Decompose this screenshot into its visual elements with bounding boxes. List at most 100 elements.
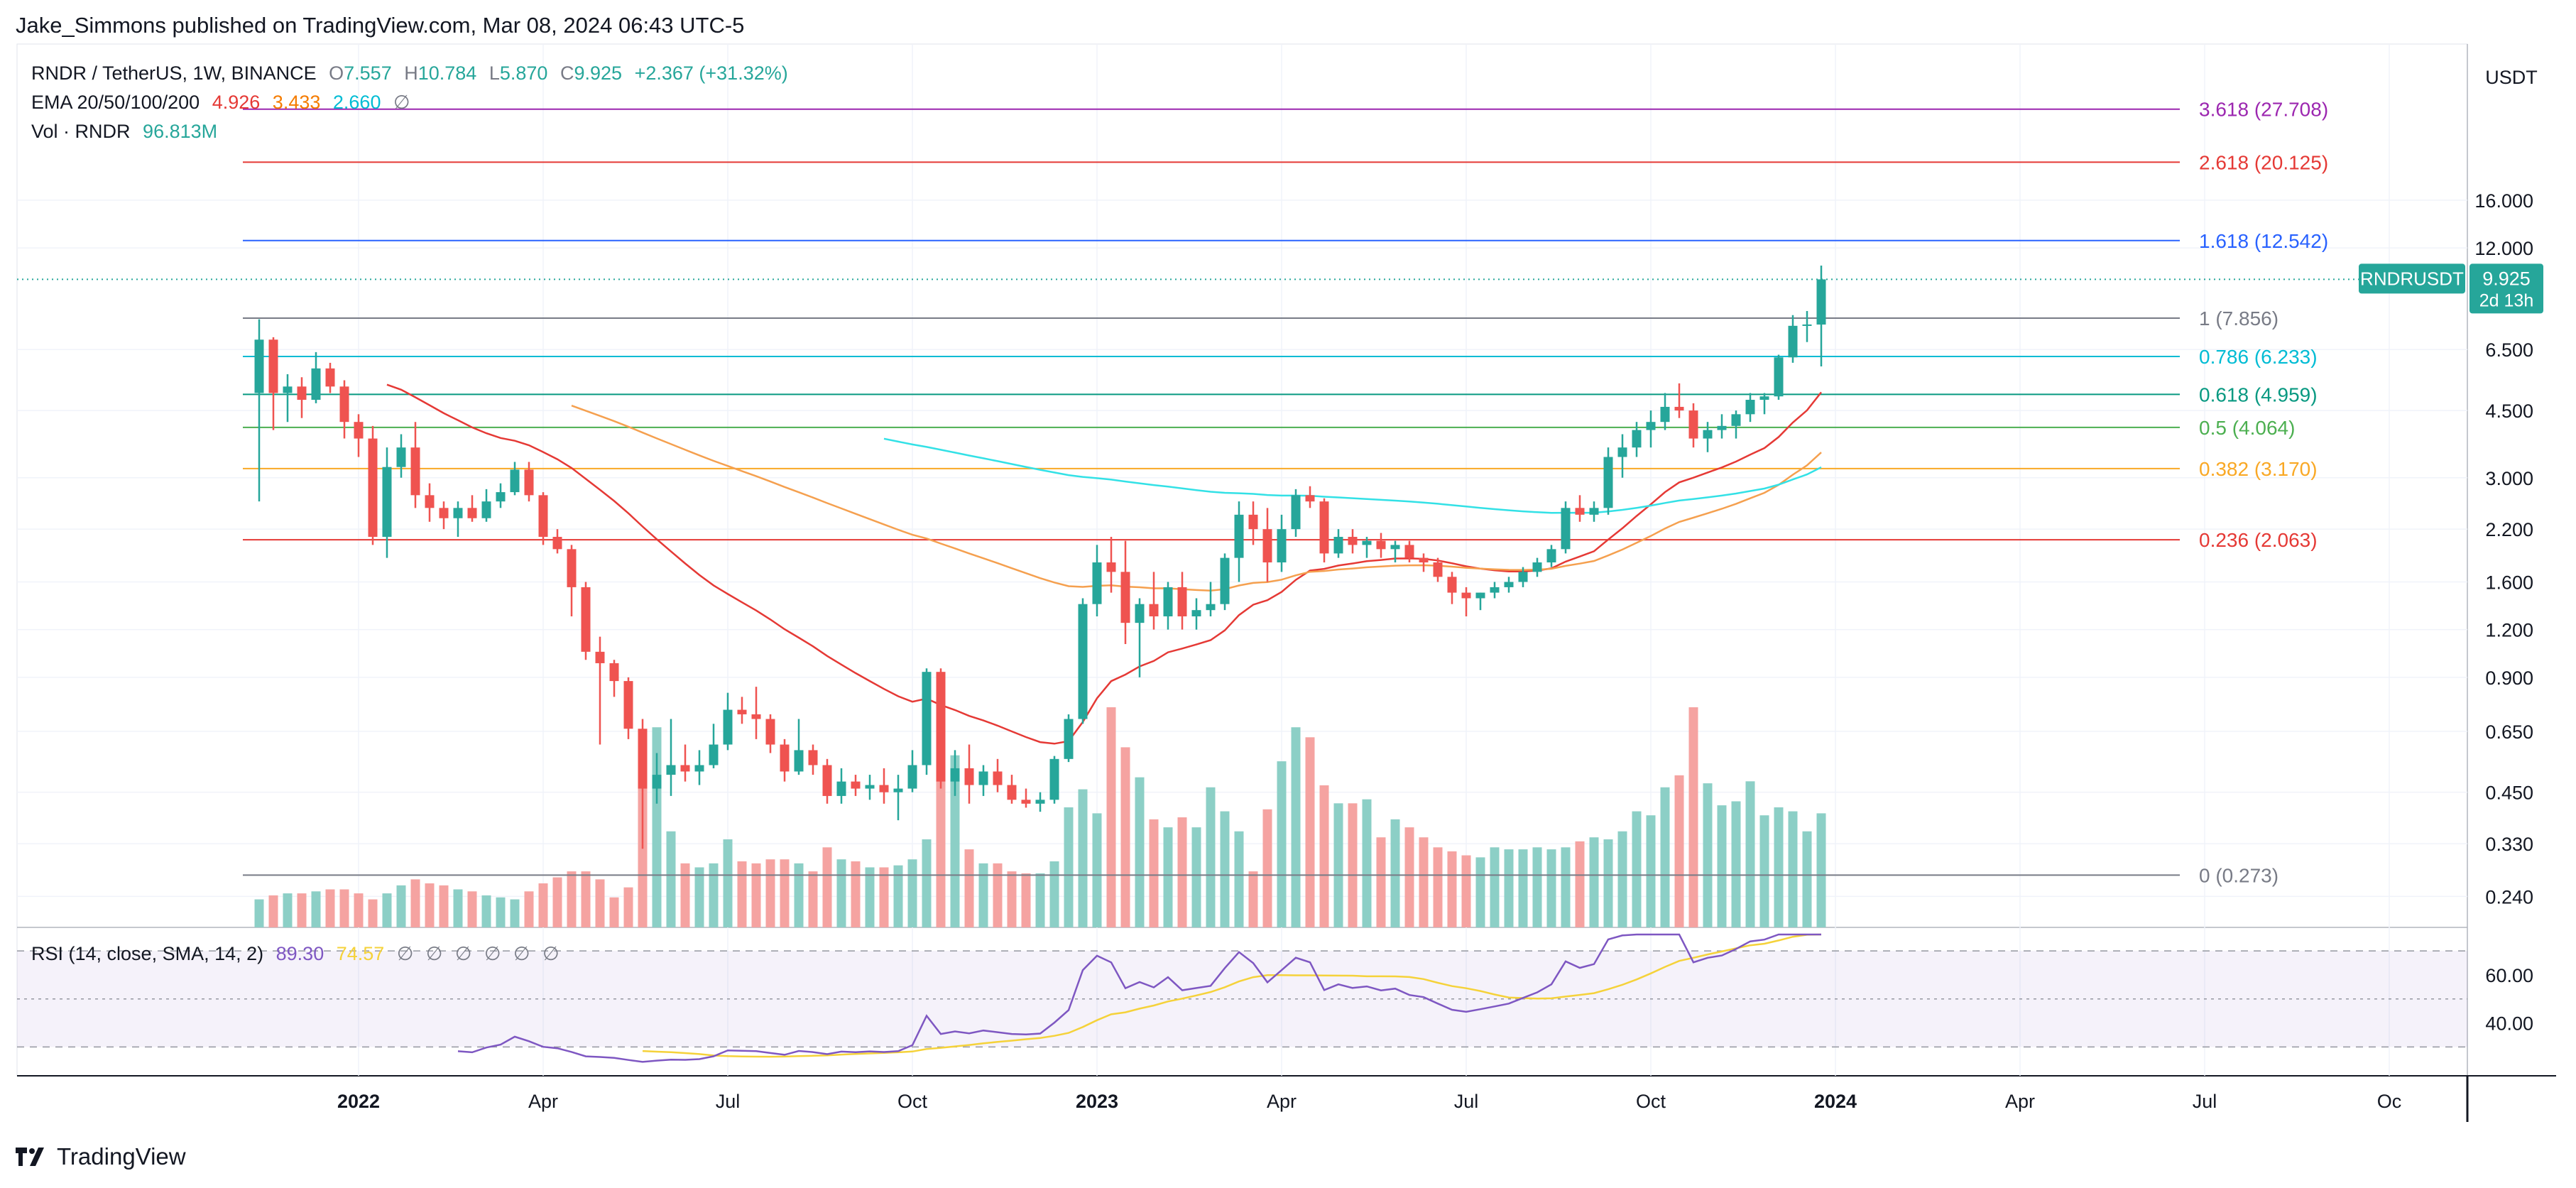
symbol-legend[interactable]: RNDR / TetherUS, 1W, BINANCE O7.557 H10.… <box>31 62 802 85</box>
x-tick-label: 2024 <box>1814 1091 1857 1112</box>
candle-body <box>1447 577 1457 593</box>
rsi-pane <box>17 933 2467 1063</box>
volume-bar <box>1049 861 1059 927</box>
candle-body <box>893 788 903 792</box>
candle-body <box>1362 540 1372 545</box>
candle-body <box>1206 604 1216 611</box>
candle-body <box>1092 562 1102 604</box>
candlesticks <box>254 266 1826 849</box>
candle-body <box>283 386 293 393</box>
candle-body <box>268 339 278 393</box>
volume-bar <box>396 885 406 927</box>
volume-bar <box>453 889 463 927</box>
volume-bar <box>552 877 562 927</box>
candle-body <box>680 765 690 772</box>
volume-bar <box>1390 819 1400 927</box>
ema200-value: ∅ <box>393 92 410 113</box>
rsi-empty-value: ∅ <box>484 943 501 964</box>
y-tick-label: 0.240 <box>2485 886 2533 908</box>
candle-body <box>1291 495 1301 530</box>
ema-legend[interactable]: EMA 20/50/100/200 4.926 3.433 2.660 ∅ <box>31 92 417 114</box>
candle-body <box>1248 514 1258 530</box>
candle-body <box>1149 604 1159 616</box>
rsi-empty-value: ∅ <box>454 943 472 964</box>
candle-body <box>1106 562 1116 572</box>
candle-body <box>1163 587 1173 616</box>
candle-body <box>950 768 960 782</box>
candle-body <box>1120 572 1130 623</box>
candle-body <box>907 765 917 789</box>
y-tick-label: 1.600 <box>2485 572 2533 594</box>
candle-body <box>1561 508 1571 550</box>
volume-bar <box>737 861 747 927</box>
close-value: 9.925 <box>574 62 623 84</box>
candle-body <box>1759 396 1769 400</box>
candle-body <box>581 587 591 652</box>
volume-bar <box>1007 871 1017 927</box>
volume-bar <box>1262 809 1272 927</box>
volume-bar <box>1745 781 1755 927</box>
candle-body <box>1731 414 1741 426</box>
candle-body <box>822 765 832 796</box>
candle-body <box>1404 545 1414 558</box>
volume-value: 96.813M <box>143 121 218 142</box>
rsi-empty-value: ∅ <box>396 943 414 964</box>
volume-bar <box>1376 837 1386 927</box>
volume-bar <box>907 859 917 927</box>
x-tick-label: 2022 <box>337 1091 380 1112</box>
volume-bar <box>1475 857 1485 927</box>
volume-bar <box>993 863 1003 927</box>
volume-legend[interactable]: Vol · RNDR 96.813M <box>31 121 224 143</box>
volume-bar <box>268 895 278 927</box>
tradingview-brand[interactable]: TradingView <box>16 1143 186 1170</box>
volume-bar <box>496 897 506 927</box>
volume-bar <box>1532 847 1542 927</box>
volume-bar <box>1319 785 1329 927</box>
volume-bar <box>1561 847 1571 927</box>
y-tick-label: 0.450 <box>2485 783 2533 804</box>
candle-body <box>538 495 548 538</box>
volume-bar <box>1717 805 1727 927</box>
fib-level-label: 0.786 (6.233) <box>2199 346 2318 368</box>
y-tick-label: 1.200 <box>2485 620 2533 641</box>
volume-bar <box>510 899 520 927</box>
fib-level-label: 0.236 (2.063) <box>2199 529 2318 551</box>
candle-body <box>794 750 804 772</box>
volume-bar <box>765 859 775 927</box>
volume-bar <box>1461 855 1471 927</box>
rsi-label: RSI (14, close, SMA, 14, 2) <box>31 943 264 964</box>
candle-body <box>1064 719 1074 759</box>
volume-bar <box>354 893 364 927</box>
candle-body <box>1575 508 1585 515</box>
publisher-line: Jake_Simmons published on TradingView.co… <box>16 13 745 38</box>
candle-body <box>638 729 648 789</box>
fib-level-label: 3.618 (27.708) <box>2199 99 2328 121</box>
volume-bar <box>964 849 974 927</box>
candle-body <box>922 672 932 765</box>
volume-bar <box>851 861 861 927</box>
volume-bar <box>254 899 264 927</box>
candle-body <box>595 651 605 663</box>
symbol-name[interactable]: RNDR / TetherUS, 1W, BINANCE <box>31 62 317 84</box>
volume-bar <box>567 871 577 927</box>
volume-bar <box>978 863 988 927</box>
rsi-band-fill <box>17 951 2467 1047</box>
candle-body <box>1348 537 1358 545</box>
ema100-value: 2.660 <box>332 92 381 113</box>
candle-body <box>652 775 662 789</box>
y-tick-label: 6.500 <box>2485 339 2533 361</box>
candle-body <box>1390 545 1400 550</box>
candle-body <box>851 781 861 789</box>
candle-body <box>865 785 875 789</box>
y-tick-label: 0.330 <box>2485 834 2533 855</box>
candle-body <box>1802 324 1812 326</box>
candle-body <box>1546 549 1556 563</box>
candle-body <box>1703 430 1713 439</box>
rsi-tick-label: 40.00 <box>2485 1013 2533 1035</box>
volume-bar <box>1774 807 1784 927</box>
rsi-legend[interactable]: RSI (14, close, SMA, 14, 2) 89.30 74.57 … <box>31 943 567 965</box>
candle-body <box>1504 582 1514 587</box>
volume-bar <box>1617 831 1627 927</box>
fib-level-label: 0.618 (4.959) <box>2199 383 2318 405</box>
